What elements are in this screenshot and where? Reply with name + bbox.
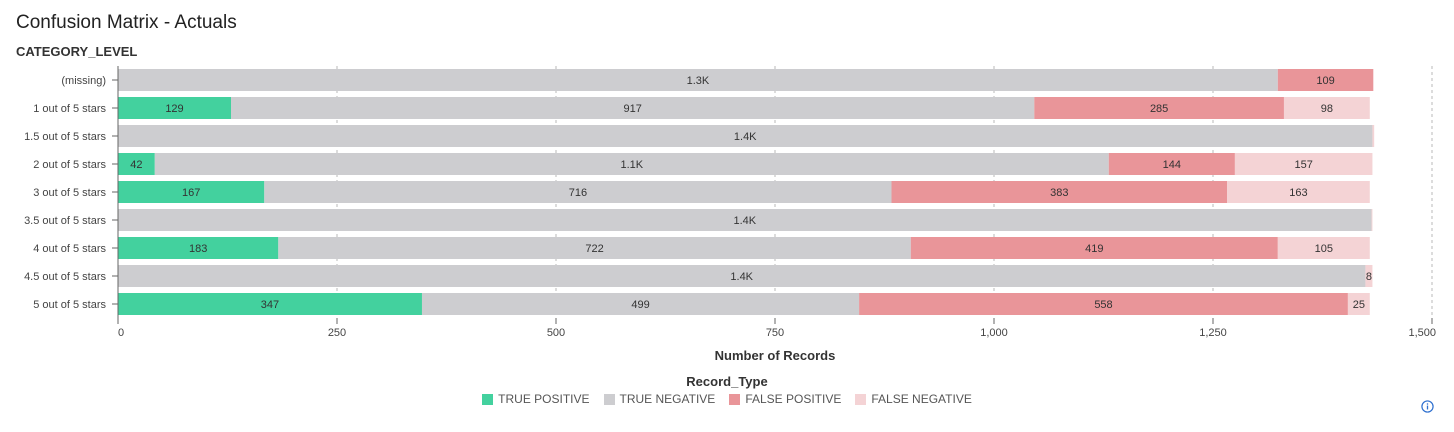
data-label: 105: [1315, 243, 1333, 255]
y-tick-label: 2 out of 5 stars: [33, 159, 106, 171]
data-label: 716: [569, 187, 587, 199]
legend-item[interactable]: TRUE NEGATIVE: [603, 392, 716, 406]
legend-item[interactable]: FALSE POSITIVE: [729, 392, 841, 406]
bar-segment: [910, 237, 1278, 259]
bar-segment: [118, 293, 422, 315]
x-tick-label: 0: [118, 327, 124, 339]
data-label: 1.1K: [620, 159, 643, 171]
bar-segment: [1234, 153, 1373, 175]
bar-segment: [278, 237, 911, 259]
bar-segment: [118, 237, 279, 259]
legend-swatch: [729, 393, 741, 405]
x-axis-title: Number of Records: [715, 348, 836, 363]
data-label: 109: [1316, 75, 1334, 87]
data-label: 558: [1094, 299, 1112, 311]
legend-item[interactable]: TRUE POSITIVE: [482, 392, 590, 406]
x-tick-label: 1,000: [980, 327, 1008, 339]
data-label: 1.4K: [730, 271, 753, 283]
x-tick-label: 250: [328, 327, 346, 339]
data-label: 1.4K: [733, 215, 756, 227]
legend-swatch: [603, 393, 615, 405]
data-label: 347: [261, 299, 279, 311]
bar-segment: [1283, 97, 1370, 119]
bar-segment: [1371, 209, 1373, 231]
legend-label: TRUE POSITIVE: [498, 392, 590, 406]
bar-segment: [1108, 153, 1235, 175]
y-tick-label: 4.5 out of 5 stars: [24, 271, 106, 283]
y-tick-label: 5 out of 5 stars: [33, 299, 106, 311]
x-tick-label: 750: [766, 327, 784, 339]
data-label: 722: [585, 243, 603, 255]
legend: TRUE POSITIVE TRUE NEGATIVE FALSE POSITIVE…: [0, 392, 1454, 406]
x-tick-label: 500: [547, 327, 565, 339]
bar-segment: [421, 293, 860, 315]
bar-segment: [1347, 293, 1370, 315]
bar-segment: [231, 97, 1035, 119]
y-tick-label: (missing): [61, 75, 106, 87]
data-label: 285: [1150, 103, 1168, 115]
legend-label: FALSE NEGATIVE: [871, 392, 972, 406]
data-label: 917: [623, 103, 641, 115]
bar-segment: [1365, 265, 1373, 287]
data-label: 499: [631, 299, 649, 311]
bar-segment: [1372, 125, 1375, 147]
data-label: 157: [1294, 159, 1312, 171]
data-label: 25: [1353, 299, 1365, 311]
x-tick-label: 1,500: [1408, 327, 1436, 339]
bar-segment: [1034, 97, 1284, 119]
data-label: 144: [1163, 159, 1181, 171]
y-tick-label: 3.5 out of 5 stars: [24, 215, 106, 227]
x-tick-label: 1,250: [1199, 327, 1227, 339]
data-label: 383: [1050, 187, 1068, 199]
bar-segment: [118, 153, 155, 175]
legend-swatch: [482, 393, 494, 405]
bar-segment: [891, 181, 1228, 203]
y-tick-label: 1 out of 5 stars: [33, 103, 106, 115]
bar-segment: [118, 181, 265, 203]
bar-segment: [118, 69, 1278, 91]
chart-title: Confusion Matrix - Actuals: [16, 12, 237, 33]
bar-segment: [264, 181, 892, 203]
legend-item[interactable]: FALSE NEGATIVE: [855, 392, 972, 406]
data-label: 8: [1366, 271, 1372, 283]
data-label: 129: [165, 103, 183, 115]
bar-segment: [859, 293, 1348, 315]
data-label: 1.4K: [734, 131, 757, 143]
data-label: 163: [1289, 187, 1307, 199]
legend-title: Record_Type: [686, 374, 768, 389]
stacked-bar-chart: 1.3K 109 (missing) 129 917 285 98 1 out of 5 st…: [24, 66, 1436, 363]
bar-segment: [1277, 237, 1370, 259]
y-axis-title: CATEGORY_LEVEL: [16, 44, 138, 59]
y-tick-label: 4 out of 5 stars: [33, 243, 106, 255]
legend-label: TRUE NEGATIVE: [619, 392, 716, 406]
data-label: 183: [189, 243, 207, 255]
data-label: 42: [130, 159, 142, 171]
bar-segment: [118, 97, 232, 119]
y-tick-label: 3 out of 5 stars: [33, 187, 106, 199]
data-label: 167: [182, 187, 200, 199]
y-tick-label: 1.5 out of 5 stars: [24, 131, 106, 143]
info-icon[interactable]: [1421, 400, 1434, 413]
bar-segment: [118, 265, 1366, 287]
data-label: 98: [1321, 103, 1333, 115]
bar-segment: [118, 209, 1372, 231]
bar-segment: [1277, 69, 1374, 91]
legend-swatch: [855, 393, 867, 405]
legend-label: FALSE POSITIVE: [745, 392, 842, 406]
bar-segment: [154, 153, 1109, 175]
data-label: 1.3K: [687, 75, 710, 87]
bar-segment: [118, 125, 1373, 147]
bar-segment: [1227, 181, 1370, 203]
data-label: 419: [1085, 243, 1103, 255]
